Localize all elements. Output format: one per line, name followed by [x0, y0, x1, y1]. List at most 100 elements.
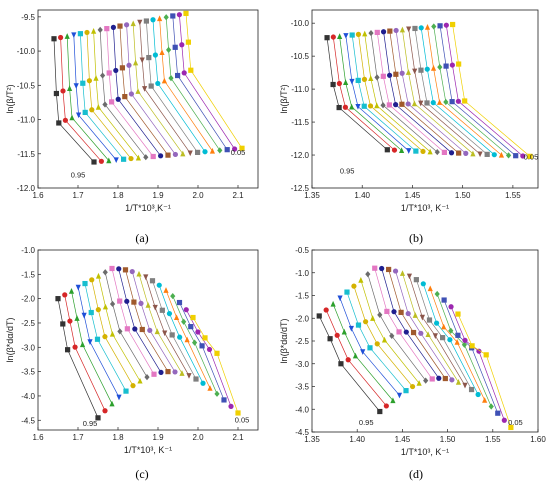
data-point [62, 292, 68, 298]
series-line [132, 23, 184, 155]
data-point [431, 23, 437, 30]
y-tick-label: -4.5 [21, 416, 35, 425]
data-point [102, 269, 108, 276]
data-point [228, 403, 234, 409]
data-point [443, 22, 449, 28]
data-point [214, 350, 220, 356]
series-line [409, 276, 466, 386]
series-line [71, 291, 113, 404]
data-point [152, 304, 158, 311]
data-point [195, 149, 201, 155]
series-line [433, 26, 509, 156]
data-point [51, 36, 57, 42]
series-line [119, 26, 169, 156]
data-point [139, 326, 145, 333]
data-point [476, 348, 482, 354]
data-point [405, 69, 412, 75]
data-point [455, 311, 461, 317]
data-point [443, 98, 449, 106]
series-line [367, 274, 426, 381]
data-point [352, 352, 359, 359]
x-tick-label: 1.60 [530, 435, 546, 444]
series-line [345, 35, 409, 152]
y-tick-label: -12.0 [291, 151, 310, 160]
data-point [67, 318, 73, 324]
data-point [147, 327, 153, 333]
series-annotation: 0.95 [71, 171, 86, 180]
series-line [346, 291, 407, 391]
data-point [425, 331, 431, 338]
data-point [58, 34, 64, 41]
data-point [463, 150, 469, 156]
data-point [80, 80, 86, 86]
data-point [361, 76, 368, 82]
data-point [362, 30, 368, 37]
data-point [440, 335, 446, 341]
y-tick-label: -4.0 [21, 392, 35, 401]
data-point [527, 153, 533, 159]
data-point [358, 277, 364, 283]
data-point [150, 153, 156, 160]
data-point [156, 282, 162, 288]
data-point [117, 23, 123, 29]
data-point [344, 289, 350, 295]
data-point [65, 347, 71, 353]
data-point [338, 361, 344, 367]
data-point [448, 150, 455, 156]
data-point [102, 303, 109, 310]
x-tick-label: 2.1 [232, 191, 244, 200]
data-point [462, 98, 468, 104]
data-point [406, 148, 412, 154]
data-point [95, 272, 102, 279]
data-point [109, 330, 116, 337]
series-line [185, 13, 243, 149]
series-line [192, 317, 239, 414]
data-point [128, 91, 134, 97]
data-point [190, 314, 196, 321]
data-point [166, 46, 172, 53]
data-point [161, 77, 167, 84]
y-tick-label: -3.0 [295, 360, 309, 369]
data-point [180, 150, 186, 157]
x-axis-label: 1/T*10³,K⁻¹ [125, 203, 171, 213]
data-point [398, 309, 404, 315]
data-point [367, 345, 373, 351]
data-point [399, 270, 406, 276]
y-tick-label: -10.5 [17, 81, 36, 90]
data-point [336, 104, 342, 111]
data-point [448, 304, 454, 310]
data-point [183, 10, 189, 17]
data-point [449, 99, 455, 105]
data-point [513, 153, 519, 159]
series-line [416, 279, 472, 390]
data-point [158, 153, 164, 159]
data-point [429, 376, 435, 382]
data-point [159, 49, 165, 56]
series-line [64, 294, 106, 411]
series-line [395, 271, 453, 380]
data-point [116, 394, 122, 401]
data-point [135, 154, 141, 161]
plot-frame [311, 249, 539, 433]
data-point [469, 343, 475, 349]
data-point [102, 334, 108, 340]
data-point [94, 336, 101, 342]
data-point [235, 410, 241, 416]
data-point [136, 270, 142, 277]
series-line [146, 20, 198, 153]
data-point [148, 83, 154, 89]
data-point [121, 156, 127, 162]
series-line [179, 302, 225, 401]
data-point [155, 80, 161, 87]
chart-panel-4: 1.35 1.40 1.45 1.50 1.55 1.60 -4.5 -4.0 -3.5 -3.0… [279, 246, 546, 481]
data-point [172, 151, 178, 158]
data-point [426, 317, 433, 323]
series-line [422, 283, 479, 395]
x-tick-label: 1.50 [440, 435, 456, 444]
data-point [418, 100, 424, 107]
data-point [327, 336, 333, 342]
series-line [402, 29, 474, 154]
data-point [412, 68, 418, 75]
y-tick-label: -1.0 [21, 246, 35, 255]
series-line [318, 315, 381, 412]
